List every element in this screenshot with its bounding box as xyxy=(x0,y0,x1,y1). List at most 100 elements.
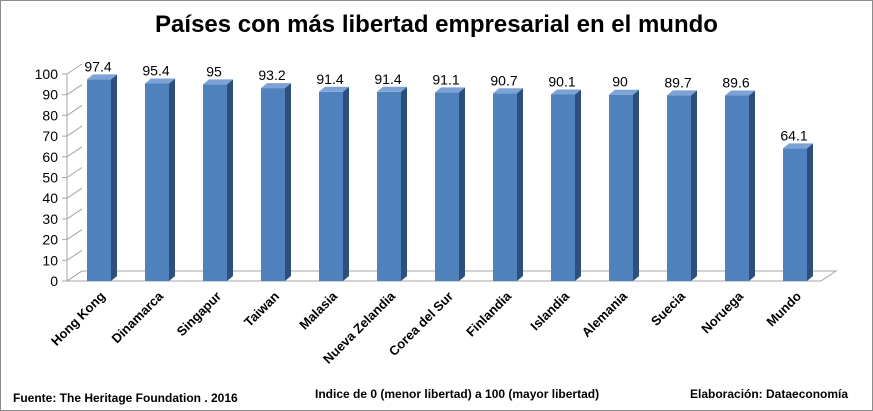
bar-front xyxy=(783,148,807,281)
bar-top xyxy=(377,86,407,92)
bar-side xyxy=(517,88,523,281)
chart-title: Países con más libertad empresarial en e… xyxy=(155,11,718,38)
value-label: 90.7 xyxy=(490,72,517,88)
y-tick-label: 20 xyxy=(42,232,58,248)
category-label: Islandia xyxy=(527,288,572,333)
bar-top xyxy=(667,90,697,96)
bar-side xyxy=(285,83,291,282)
bar-front xyxy=(261,88,285,282)
bar xyxy=(783,143,813,281)
bar-front xyxy=(493,93,517,281)
y-tick-label: 40 xyxy=(42,190,58,206)
y-tick-depth xyxy=(66,229,83,241)
y-tick-depth xyxy=(66,270,83,282)
bar-side xyxy=(691,90,697,281)
bar-front xyxy=(435,92,459,281)
y-tick-depth xyxy=(66,167,83,178)
bar xyxy=(203,79,233,281)
y-tick-label: 70 xyxy=(42,128,58,144)
bar-side xyxy=(227,79,233,281)
bar-top xyxy=(87,74,117,80)
y-tick-label: 10 xyxy=(42,252,58,268)
bar-chart: 0 10 20 30 40 50 60 70 80 90 100 97.4 Hong Kong 95.4 D… xyxy=(35,58,838,367)
bar-front xyxy=(145,83,169,281)
bar xyxy=(725,90,755,281)
value-label: 97.4 xyxy=(84,58,111,74)
bar-side xyxy=(401,86,407,281)
category-label: Alemania xyxy=(579,288,631,340)
category-label: Hong Kong xyxy=(48,288,108,348)
value-label: 89.7 xyxy=(664,74,691,90)
bar-top xyxy=(145,78,175,84)
category-label: Taiwan xyxy=(241,288,282,329)
y-tick-label: 90 xyxy=(42,87,58,103)
bar-top xyxy=(435,87,465,93)
bar-side xyxy=(749,90,755,281)
bar xyxy=(667,90,697,281)
bar-side xyxy=(169,78,175,281)
bar-front xyxy=(609,94,633,281)
bar xyxy=(377,86,407,281)
bar-front xyxy=(377,91,401,281)
y-tick-depth xyxy=(66,104,83,116)
bar-front xyxy=(319,91,343,281)
bar xyxy=(493,88,523,281)
credit-note: Elaboración: Dataeconomía xyxy=(690,387,849,401)
bar xyxy=(87,74,117,282)
y-tick-label: 50 xyxy=(42,170,58,186)
value-label: 89.6 xyxy=(722,75,749,91)
value-label: 90.1 xyxy=(548,73,575,89)
y-tick-depth xyxy=(66,63,83,75)
bar-front xyxy=(667,95,691,281)
value-label: 91.4 xyxy=(374,71,401,87)
y-tick-depth xyxy=(66,125,83,137)
y-tick-depth xyxy=(66,84,83,96)
category-label: Malasia xyxy=(296,288,340,332)
category-label: Singapur xyxy=(174,289,224,339)
y-tick-label: 0 xyxy=(50,273,58,289)
bar-front xyxy=(551,94,575,281)
category-label: Suecia xyxy=(648,288,689,329)
y-tick-depth xyxy=(66,249,83,261)
bar xyxy=(319,86,349,281)
bar-top xyxy=(725,90,755,96)
bar-top xyxy=(493,88,523,94)
bar-front xyxy=(87,79,111,282)
bar xyxy=(435,87,465,281)
y-tick-depth xyxy=(66,146,83,158)
bar-side xyxy=(459,87,465,281)
bar-top xyxy=(261,83,291,89)
bar-front xyxy=(725,95,749,281)
value-label: 64.1 xyxy=(780,127,807,143)
y-tick-depth xyxy=(66,208,83,220)
bar-top xyxy=(319,86,349,92)
category-label: Noruega xyxy=(698,288,746,336)
value-label: 93.2 xyxy=(258,67,285,83)
bar xyxy=(609,89,639,281)
bar xyxy=(261,83,291,282)
bar-side xyxy=(343,86,349,281)
bar-top xyxy=(783,143,813,149)
y-tick-label: 30 xyxy=(42,211,58,227)
bar-front xyxy=(203,84,227,281)
value-label: 95 xyxy=(206,63,222,79)
bar-top xyxy=(609,89,639,95)
y-tick-label: 100 xyxy=(35,66,59,82)
bar xyxy=(145,78,175,281)
bar xyxy=(551,89,581,281)
category-label: Dinamarca xyxy=(109,288,167,346)
value-label: 91.4 xyxy=(316,71,343,87)
y-tick-label: 80 xyxy=(42,107,58,123)
y-tick-depth xyxy=(66,187,83,199)
y-tick-label: 60 xyxy=(42,149,58,165)
value-label: 90 xyxy=(612,74,628,90)
bar-side xyxy=(111,74,117,281)
bar-side xyxy=(575,89,581,281)
bar-top xyxy=(203,79,233,85)
bar-side xyxy=(807,143,813,281)
value-label: 91.1 xyxy=(432,71,459,87)
category-label: Finlandia xyxy=(463,288,514,339)
bar-top xyxy=(551,89,581,95)
value-label: 95.4 xyxy=(142,63,169,79)
